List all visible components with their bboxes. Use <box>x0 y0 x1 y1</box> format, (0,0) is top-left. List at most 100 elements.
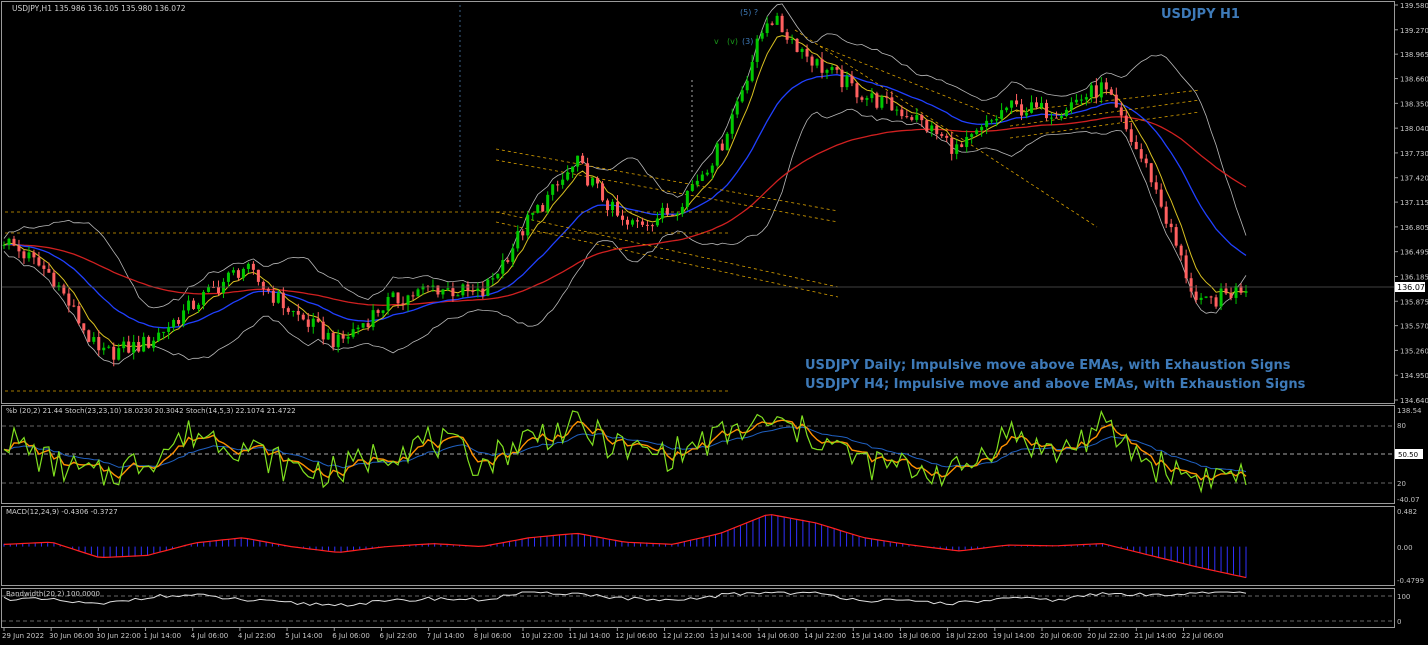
ema-mid-line <box>3 74 1247 329</box>
time-tick-label: 12 Jul 06:00 <box>615 632 657 640</box>
candle-body <box>1099 82 1103 98</box>
time-tick-label: 7 Jul 14:00 <box>427 632 465 640</box>
candle-body <box>117 348 121 360</box>
candle-body <box>202 291 206 305</box>
channel-line <box>819 45 1001 119</box>
candle-body <box>960 144 964 147</box>
candle-body <box>87 330 91 342</box>
time-tick-label: 12 Jul 22:00 <box>663 632 705 640</box>
time-tick-label: 30 Jun 22:00 <box>96 632 140 640</box>
candle-body <box>371 310 375 328</box>
candle-body <box>441 289 445 295</box>
bandwidth-panel-header: Bandwidth(20,2) 100.0000 <box>6 590 100 598</box>
candle-body <box>92 337 96 342</box>
candle-body <box>1129 129 1133 142</box>
candle-body <box>735 101 739 115</box>
stoch-main-line <box>3 409 1247 494</box>
candle-body <box>296 310 300 315</box>
time-tick-label: 20 Jul 22:00 <box>1087 632 1129 640</box>
candle-body <box>97 337 101 351</box>
candle-body <box>177 319 181 324</box>
candle-body <box>556 184 560 186</box>
candle-body <box>147 336 151 348</box>
macd-lines <box>3 514 1247 579</box>
candle-body <box>511 248 515 262</box>
channel-line <box>1009 111 1201 139</box>
candle-body <box>207 286 211 292</box>
candle-body <box>586 163 590 186</box>
candle-body <box>591 178 595 186</box>
time-tick-label: 8 Jul 06:00 <box>474 632 512 640</box>
wave-label-v: v <box>714 37 719 46</box>
candle-body <box>785 32 789 40</box>
candle-body <box>551 184 555 195</box>
price-tick-label: 135.570 <box>1400 323 1428 331</box>
price-tick-label: 135.875 <box>1400 298 1428 306</box>
price-tick-label: 137.115 <box>1400 199 1428 207</box>
candle-body <box>466 284 470 291</box>
candle-body <box>1124 115 1128 130</box>
candle-body <box>1119 107 1123 116</box>
candle-body <box>750 61 754 81</box>
candle-body <box>211 286 215 288</box>
candle-body <box>32 252 36 258</box>
candle-body <box>710 165 714 173</box>
candle-body <box>675 213 679 216</box>
price-axis: 139.580 139.270 138.965 138.660 138.350 138.0… <box>1394 2 1428 405</box>
price-tick-label: 139.580 <box>1400 2 1428 10</box>
candle-body <box>640 221 644 225</box>
price-tick-label: 136.805 <box>1400 224 1428 232</box>
macd-signal-line <box>3 514 1247 579</box>
time-tick-label: 6 Jul 22:00 <box>379 632 417 640</box>
bollinger-upper <box>3 3 1247 309</box>
candle-body <box>1084 97 1088 100</box>
candle-body <box>381 310 385 313</box>
candle-body <box>7 238 11 245</box>
candle-body <box>985 120 989 127</box>
stoch-tick-20: 20 <box>1397 480 1406 488</box>
candle-body <box>925 120 929 132</box>
candle-body <box>655 218 659 226</box>
candle-body <box>481 288 485 296</box>
candle-body <box>57 285 61 288</box>
candle-body <box>1239 286 1243 293</box>
bw-tick-bottom: 0 <box>1397 618 1401 626</box>
time-tick-label: 22 Jul 06:00 <box>1182 632 1224 640</box>
stoch-panel-frame <box>1 405 1395 504</box>
candle-body <box>516 231 520 249</box>
candle-body <box>192 300 196 309</box>
candle-body <box>606 200 610 211</box>
candle-body <box>880 96 884 108</box>
candle-body <box>915 115 919 120</box>
candle-body <box>331 332 335 348</box>
candle-body <box>396 292 400 304</box>
candle-body <box>720 143 724 151</box>
candle-body <box>850 75 854 84</box>
candle-body <box>1054 117 1058 119</box>
time-tick-label: 5 Jul 14:00 <box>285 632 323 640</box>
candle-body <box>1094 85 1098 98</box>
candles <box>2 12 1248 367</box>
candle-body <box>236 270 240 278</box>
candle-body <box>581 155 585 164</box>
symbol-title: USDJPY H1 <box>1161 7 1240 22</box>
price-tick-label: 138.965 <box>1400 51 1428 59</box>
candle-body <box>52 272 56 288</box>
candle-body <box>291 310 295 312</box>
candle-body <box>112 346 116 360</box>
candle-body <box>197 304 201 309</box>
price-tick-label: 138.040 <box>1400 125 1428 133</box>
candle-body <box>137 341 141 352</box>
candle-body <box>436 285 440 295</box>
candle-body <box>72 305 76 307</box>
candle-body <box>421 286 425 290</box>
candle-body <box>900 109 904 117</box>
candle-body <box>276 292 280 303</box>
time-tick-label: 29 Jun 2022 <box>2 632 44 640</box>
candle-body <box>905 116 909 118</box>
candle-body <box>870 93 874 99</box>
candle-body <box>1044 102 1048 119</box>
time-tick-label: 6 Jul 06:00 <box>332 632 370 640</box>
candle-body <box>845 75 849 88</box>
